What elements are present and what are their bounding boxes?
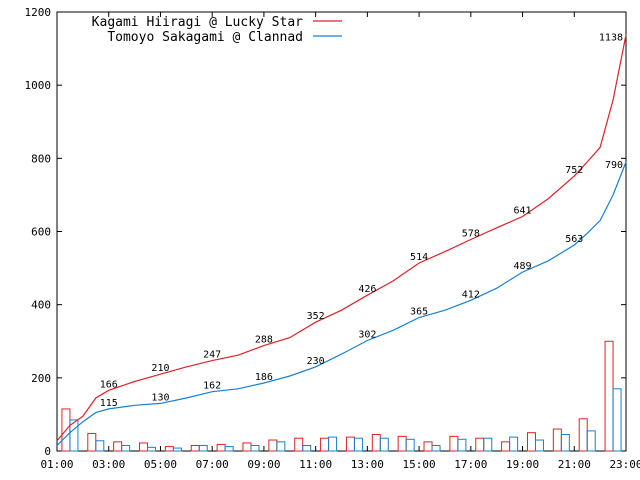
bar-kagami (501, 441, 511, 452)
data-label: 489 (514, 261, 532, 272)
data-label: 130 (151, 392, 169, 403)
bar-kagami (578, 418, 588, 452)
data-label: 230 (307, 356, 325, 367)
bar-tomoyo (95, 440, 105, 452)
bar-kagami (423, 441, 433, 452)
y-tick-label: 1000 (25, 79, 52, 92)
y-tick-label: 600 (31, 226, 51, 239)
data-label: 514 (410, 252, 428, 263)
data-label: 288 (255, 335, 273, 346)
hourly-bars (61, 340, 622, 452)
bar-tomoyo (405, 438, 415, 452)
x-tick-label: 03:00 (92, 458, 125, 471)
line-tomoyo (56, 161, 627, 446)
data-label: 166 (100, 379, 118, 390)
legend-label: Tomoyo Sakagami @ Clannad (107, 30, 303, 45)
bar-tomoyo (509, 436, 519, 452)
bar-kagami (294, 437, 304, 452)
bar-tomoyo (328, 436, 338, 452)
x-tick-label: 21:00 (558, 458, 591, 471)
legend-label: Kagami Hiiragi @ Lucky Star (92, 15, 303, 30)
bar-tomoyo (534, 439, 544, 452)
x-tick-label: 15:00 (403, 458, 436, 471)
data-label: 641 (514, 206, 532, 217)
bar-kagami (164, 446, 174, 452)
bar-kagami (397, 435, 407, 452)
bar-tomoyo (250, 445, 260, 452)
data-label: 247 (203, 350, 221, 361)
bar-kagami (371, 434, 381, 452)
axes: 0 200 400 600 800 1000 1200 01:00 03:00 05:00 07:0… (25, 6, 640, 471)
bar-kagami (345, 436, 355, 452)
bar-tomoyo (431, 445, 441, 452)
data-label: 1138 (599, 33, 623, 44)
data-label: 563 (565, 234, 583, 245)
bar-tomoyo (483, 437, 493, 452)
bar-kagami (268, 439, 278, 452)
bar-kagami (216, 443, 226, 452)
bar-tomoyo (379, 437, 389, 452)
x-tick-label: 11:00 (299, 458, 332, 471)
data-label: 186 (255, 372, 273, 383)
x-tick-label: 01:00 (40, 458, 73, 471)
cumulative-lines (56, 34, 627, 446)
bar-tomoyo (457, 438, 467, 452)
bar-tomoyo (302, 445, 312, 452)
bar-kagami (449, 435, 459, 452)
bar-tomoyo (586, 430, 596, 452)
y-tick-label: 1200 (25, 6, 52, 19)
data-label: 302 (358, 330, 376, 341)
bar-tomoyo (224, 446, 234, 452)
bar-kagami (242, 442, 252, 452)
x-tick-label: 17:00 (454, 458, 487, 471)
bar-kagami (320, 437, 330, 452)
data-label: 578 (462, 229, 480, 240)
data-label: 210 (151, 363, 169, 374)
bar-tomoyo (147, 446, 157, 452)
bar-tomoyo (353, 437, 363, 452)
bar-tomoyo (121, 445, 131, 452)
bar-tomoyo (276, 441, 286, 452)
data-label: 790 (605, 160, 623, 171)
data-label: 365 (410, 306, 428, 317)
bar-kagami (604, 340, 614, 452)
y-tick-label: 0 (44, 445, 51, 458)
plot-frame (56, 11, 627, 452)
bar-kagami (526, 432, 536, 452)
data-label: 115 (100, 398, 118, 409)
bar-kagami (475, 437, 485, 452)
bar-tomoyo (560, 434, 570, 452)
bar-tomoyo (612, 388, 622, 452)
x-tick-label: 05:00 (144, 458, 177, 471)
data-label: 352 (307, 311, 325, 322)
data-label: 426 (358, 284, 376, 295)
y-tick-label: 400 (31, 299, 51, 312)
x-tick-label: 23:00 (609, 458, 640, 471)
line-kagami (56, 34, 627, 442)
data-labels: 166 210 247 288 352 426 514 578 641 752 1138 115 130… (100, 33, 623, 409)
data-label: 412 (462, 289, 480, 300)
bar-kagami (113, 441, 123, 452)
y-tick-label: 800 (31, 152, 51, 165)
bar-kagami (139, 442, 149, 452)
bar-kagami (87, 432, 97, 452)
bar-tomoyo (69, 419, 79, 452)
x-tick-label: 07:00 (196, 458, 229, 471)
bar-kagami (552, 428, 562, 452)
x-tick-label: 09:00 (247, 458, 280, 471)
x-tick-label: 19:00 (506, 458, 539, 471)
y-tick-label: 200 (31, 372, 51, 385)
bar-tomoyo (198, 445, 208, 452)
data-label: 752 (565, 165, 583, 176)
bar-kagami (190, 445, 200, 452)
bar-tomoyo (172, 447, 182, 452)
x-tick-label: 13:00 (351, 458, 384, 471)
data-label: 162 (203, 381, 221, 392)
